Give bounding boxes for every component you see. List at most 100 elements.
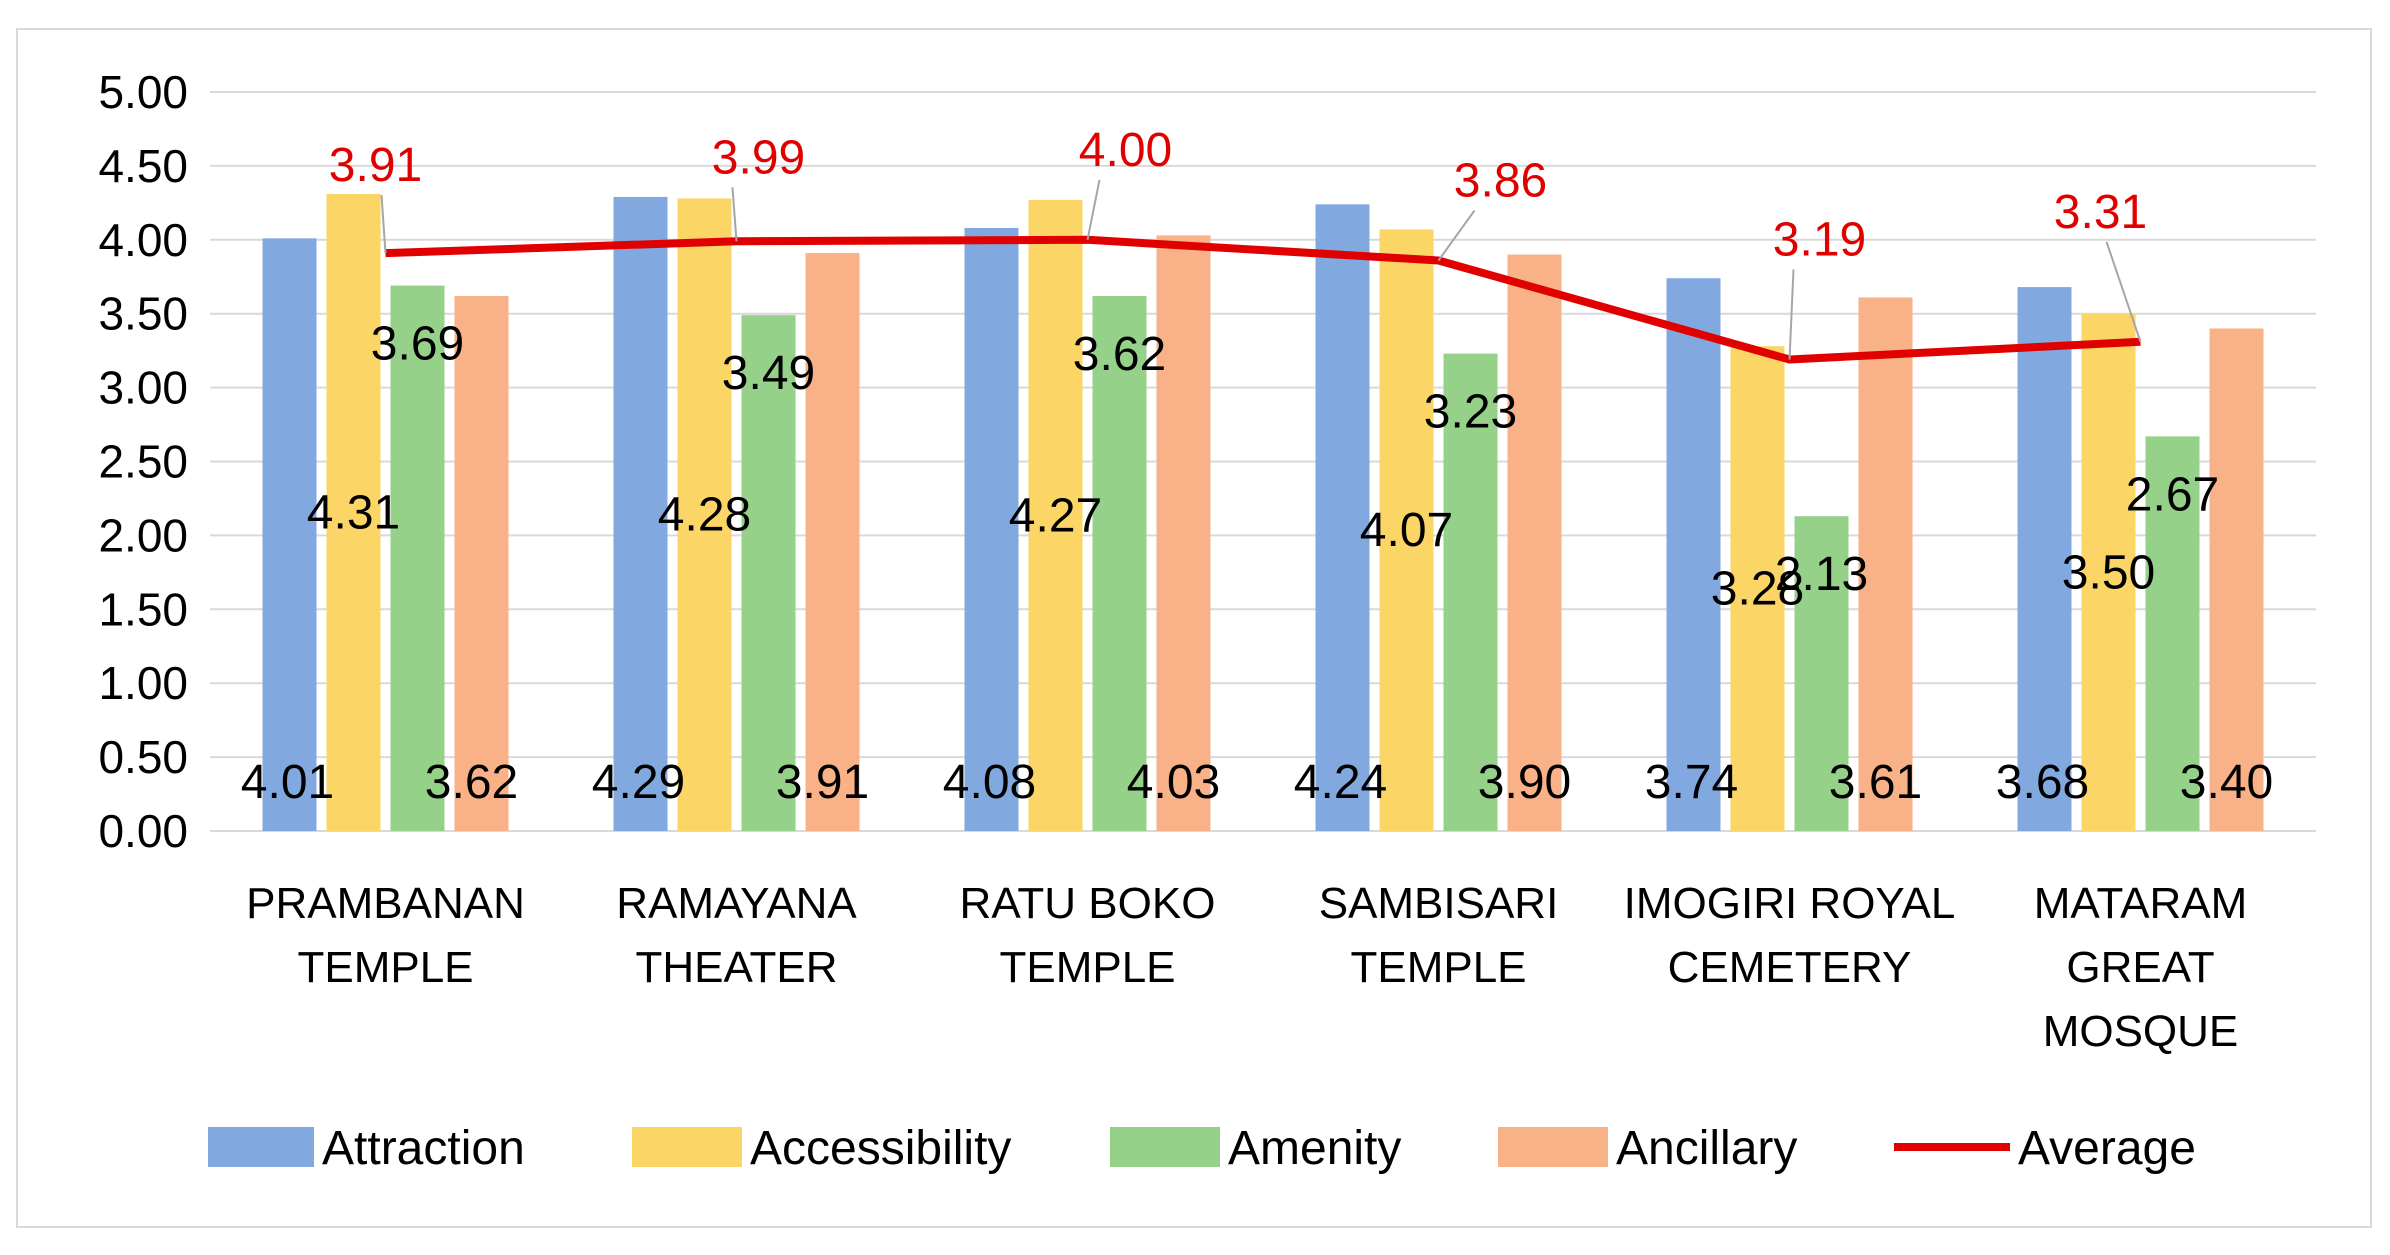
bar-ancillary	[1507, 254, 1562, 831]
bar-amenity	[741, 315, 796, 832]
data-label-ancillary: 3.40	[2180, 756, 2273, 809]
average-leader-line	[1437, 209, 1476, 262]
average-leader-line	[2105, 241, 2142, 343]
y-tick-label: 1.00	[98, 657, 188, 709]
bar-accessibility	[2081, 313, 2136, 831]
bar-attraction	[1666, 278, 1721, 831]
data-label-amenity: 2.67	[2126, 468, 2219, 521]
y-tick-label: 5.00	[98, 66, 188, 118]
bar-ancillary	[1156, 235, 1211, 832]
data-label-amenity: 3.49	[722, 347, 815, 400]
data-label-ancillary: 3.61	[1829, 756, 1922, 809]
average-line	[380, 179, 2142, 364]
y-tick-label: 0.50	[98, 731, 188, 783]
data-label-accessibility: 3.50	[2062, 546, 2155, 599]
y-tick-label: 4.50	[98, 140, 188, 192]
x-category-label: MATARAM	[2034, 879, 2247, 928]
legend-label-attraction: Attraction	[322, 1122, 525, 1175]
x-category-label: RAMAYANA	[616, 879, 857, 928]
data-label-amenity: 3.69	[371, 318, 464, 371]
bar-amenity	[1794, 516, 1849, 831]
bar-accessibility	[1028, 199, 1083, 832]
data-label-accessibility: 3.28	[1711, 563, 1804, 616]
gridlines	[210, 91, 2316, 832]
bar-attraction	[613, 196, 668, 832]
bar-amenity	[390, 285, 445, 831]
legend-label-accessibility: Accessibility	[750, 1122, 1011, 1175]
average-leader-line	[731, 187, 738, 242]
chart-svg: 0.00 0.50 1.00 1.50 2.00 2.50 3.00 3.50 4.00 4.50…	[98, 66, 2316, 1175]
y-axis-ticks: 0.00 0.50 1.00 1.50 2.00 2.50 3.00 3.50 4.00 4.50…	[98, 66, 188, 857]
data-label-accessibility: 4.28	[658, 489, 751, 542]
data-label-accessibility: 4.27	[1009, 489, 1102, 542]
data-label-ancillary: 3.90	[1478, 756, 1571, 809]
y-tick-label: 4.00	[98, 214, 188, 266]
data-label-attraction: 4.08	[943, 756, 1036, 809]
data-label-average: 3.99	[712, 131, 805, 184]
x-category-label: TEMPLE	[999, 943, 1175, 992]
bar-accessibility	[1379, 229, 1434, 832]
data-label-accessibility: 4.07	[1360, 504, 1453, 557]
bar-ancillary	[2209, 328, 2264, 831]
bar-attraction	[1315, 204, 1370, 831]
y-tick-label: 3.50	[98, 288, 188, 340]
x-category-label: THEATER	[635, 943, 837, 992]
legend-swatch-attraction	[208, 1127, 314, 1167]
legend-label-average: Average	[2018, 1122, 2196, 1175]
legend-label-amenity: Amenity	[1228, 1122, 1401, 1175]
legend-swatch-amenity	[1110, 1127, 1220, 1167]
bar-amenity	[1092, 295, 1147, 831]
legend-swatch-ancillary	[1498, 1127, 1608, 1167]
data-label-amenity: 2.13	[1775, 548, 1868, 601]
bar-amenity	[1443, 353, 1498, 831]
y-tick-label: 2.00	[98, 509, 188, 561]
x-category-label: TEMPLE	[1350, 943, 1526, 992]
bars	[262, 193, 2264, 832]
data-label-attraction: 4.01	[241, 756, 334, 809]
bar-attraction	[964, 227, 1019, 831]
x-category-label: RATU BOKO	[960, 879, 1216, 928]
data-label-average: 4.00	[1079, 124, 1172, 177]
x-category-label: PRAMBANAN	[246, 879, 525, 928]
bar-accessibility	[1730, 346, 1785, 831]
y-tick-label: 0.00	[98, 805, 188, 857]
y-tick-label: 2.50	[98, 436, 188, 488]
data-label-amenity: 3.62	[1073, 328, 1166, 381]
x-category-label: GREAT	[2066, 943, 2214, 992]
data-label-average: 3.86	[1454, 154, 1547, 207]
x-category-label: TEMPLE	[297, 943, 473, 992]
y-tick-label: 3.00	[98, 362, 188, 414]
legend-label-ancillary: Ancillary	[1616, 1122, 1797, 1175]
legend: Attraction Accessibility Amenity Ancillary A…	[208, 1122, 2196, 1175]
bar-accessibility	[326, 193, 381, 831]
bar-accessibility	[677, 198, 732, 831]
average-leader-line	[380, 195, 387, 254]
bar-attraction	[2017, 287, 2072, 831]
bar-amenity	[2145, 436, 2200, 831]
average-line-path	[385, 235, 2141, 364]
data-label-ancillary: 3.62	[425, 756, 518, 809]
data-labels: 4.01 4.29 4.08 4.24 3.74 3.68 4.31 4.28 4.27 4.07…	[241, 124, 2273, 809]
data-label-amenity: 3.23	[1424, 386, 1517, 439]
data-label-average: 3.19	[1773, 214, 1866, 267]
bar-ancillary	[1858, 297, 1913, 831]
legend-swatch-accessibility	[632, 1127, 742, 1167]
data-label-attraction: 3.68	[1996, 756, 2089, 809]
bar-attraction	[262, 238, 317, 831]
chart-frame: 0.00 0.50 1.00 1.50 2.00 2.50 3.00 3.50 4.00 4.50…	[16, 28, 2372, 1228]
data-label-attraction: 4.24	[1294, 756, 1387, 809]
x-axis-labels: PRAMBANAN TEMPLE RAMAYANA THEATER RATU BOKO T…	[246, 879, 2247, 1056]
bar-ancillary	[454, 295, 509, 831]
x-category-label: MOSQUE	[2043, 1007, 2239, 1056]
y-tick-label: 1.50	[98, 583, 188, 635]
data-label-average: 3.91	[329, 139, 422, 192]
bar-ancillary	[805, 253, 860, 832]
data-label-attraction: 4.29	[592, 756, 685, 809]
average-leader-line	[1788, 269, 1795, 360]
data-label-attraction: 3.74	[1645, 756, 1738, 809]
x-category-label: IMOGIRI ROYAL	[1624, 879, 1956, 928]
x-category-label: CEMETERY	[1668, 943, 1912, 992]
data-label-accessibility: 4.31	[307, 486, 400, 539]
data-label-ancillary: 4.03	[1127, 756, 1220, 809]
average-leader-line	[1086, 179, 1101, 240]
